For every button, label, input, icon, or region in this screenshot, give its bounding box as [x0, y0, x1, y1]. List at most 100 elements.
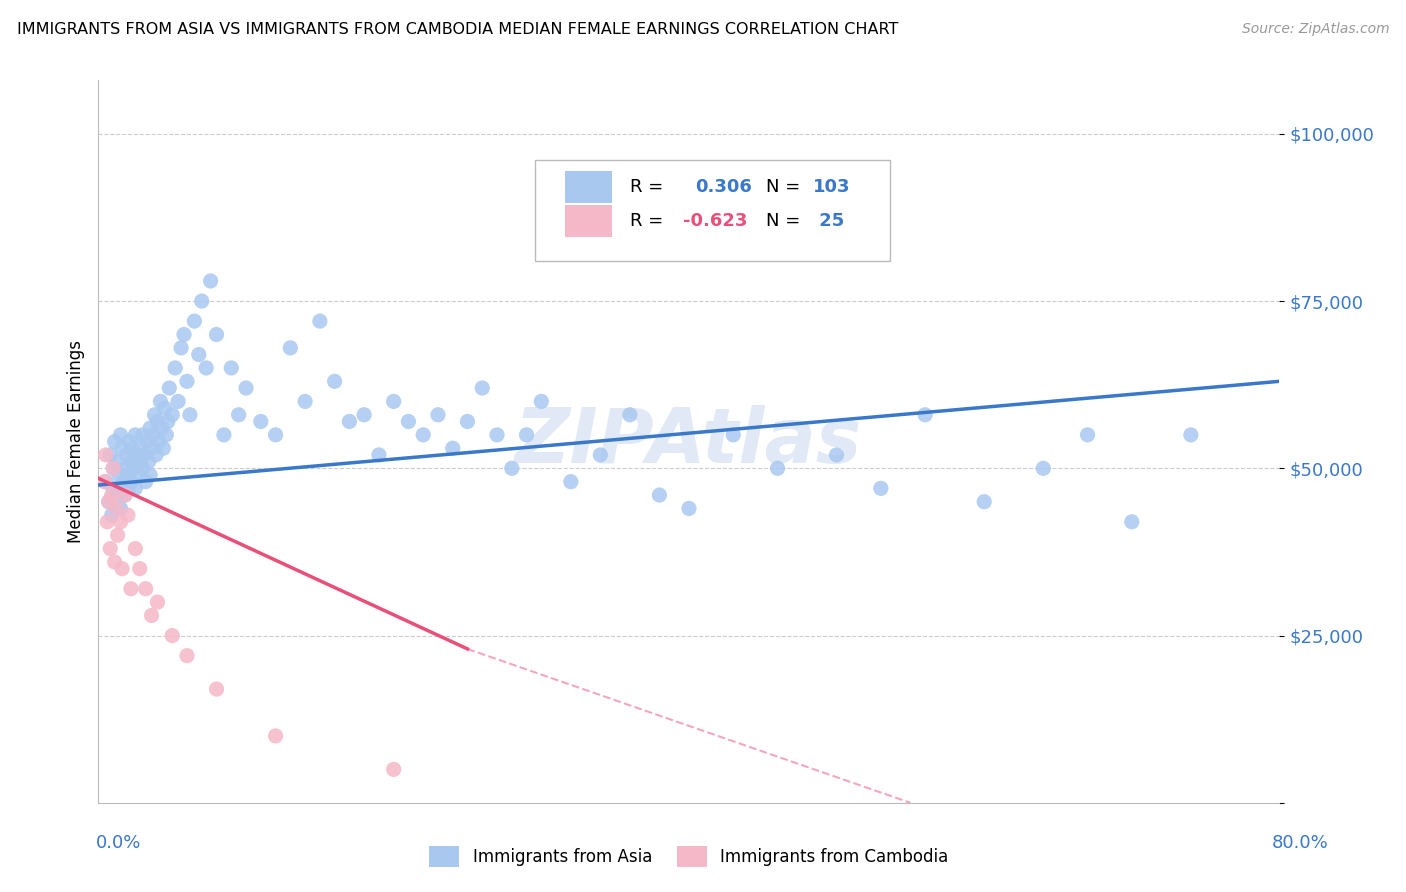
- Point: [183, 314, 205, 328]
- Text: N =: N =: [766, 178, 800, 196]
- Point: [117, 482, 139, 496]
- Point: [93, 475, 115, 489]
- Point: [120, 582, 142, 596]
- Point: [105, 501, 128, 516]
- Point: [97, 494, 120, 508]
- Point: [1077, 427, 1099, 442]
- Point: [723, 427, 745, 442]
- Point: [124, 482, 146, 496]
- Point: [103, 461, 125, 475]
- Point: [128, 562, 150, 576]
- Point: [176, 375, 198, 389]
- Point: [121, 441, 143, 455]
- Point: [110, 501, 132, 516]
- Point: [122, 461, 145, 475]
- Point: [141, 608, 163, 623]
- Point: [156, 414, 179, 428]
- Point: [115, 448, 138, 462]
- Text: -0.623: -0.623: [683, 212, 748, 230]
- Y-axis label: Median Female Earnings: Median Female Earnings: [66, 340, 84, 543]
- Point: [825, 448, 848, 462]
- Point: [205, 681, 228, 696]
- Point: [150, 421, 173, 435]
- Point: [118, 434, 141, 449]
- Point: [382, 394, 405, 409]
- Point: [457, 414, 479, 428]
- Point: [501, 461, 523, 475]
- Point: [96, 515, 118, 529]
- Point: [162, 408, 183, 422]
- Point: [173, 327, 195, 342]
- Point: [94, 448, 117, 462]
- Point: [111, 562, 134, 576]
- Text: 0.306: 0.306: [695, 178, 752, 196]
- Point: [139, 467, 162, 482]
- Point: [153, 401, 176, 416]
- Point: [353, 408, 375, 422]
- Point: [120, 454, 142, 469]
- Point: [103, 461, 125, 475]
- Point: [167, 394, 190, 409]
- Text: 103: 103: [813, 178, 851, 196]
- Point: [179, 408, 201, 422]
- Point: [114, 488, 136, 502]
- Point: [145, 448, 167, 462]
- Point: [264, 729, 287, 743]
- Point: [309, 314, 332, 328]
- Point: [221, 361, 243, 376]
- FancyBboxPatch shape: [536, 160, 890, 260]
- Point: [264, 427, 287, 442]
- FancyBboxPatch shape: [565, 205, 612, 237]
- Point: [97, 494, 120, 508]
- Text: 0.0%: 0.0%: [96, 834, 141, 852]
- Point: [1180, 427, 1202, 442]
- Point: [228, 408, 250, 422]
- Point: [973, 494, 995, 508]
- Point: [117, 508, 139, 523]
- Point: [117, 467, 139, 482]
- Point: [191, 293, 214, 308]
- Point: [98, 448, 121, 462]
- Point: [187, 348, 209, 362]
- Point: [141, 441, 163, 455]
- Point: [648, 488, 671, 502]
- Text: N =: N =: [766, 212, 800, 230]
- Point: [107, 454, 129, 469]
- Point: [398, 414, 420, 428]
- Point: [471, 381, 494, 395]
- Point: [195, 361, 218, 376]
- Point: [870, 482, 893, 496]
- Point: [114, 461, 136, 475]
- Point: [155, 427, 177, 442]
- Point: [766, 461, 789, 475]
- Point: [128, 454, 150, 469]
- Point: [205, 327, 228, 342]
- Point: [441, 441, 464, 455]
- Text: 25: 25: [813, 212, 844, 230]
- Point: [427, 408, 450, 422]
- Text: R =: R =: [630, 178, 669, 196]
- Point: [135, 582, 157, 596]
- Text: Source: ZipAtlas.com: Source: ZipAtlas.com: [1241, 22, 1389, 37]
- Point: [94, 475, 117, 489]
- Point: [124, 541, 146, 556]
- Point: [135, 475, 157, 489]
- Point: [138, 454, 160, 469]
- Text: IMMIGRANTS FROM ASIA VS IMMIGRANTS FROM CAMBODIA MEDIAN FEMALE EARNINGS CORRELAT: IMMIGRANTS FROM ASIA VS IMMIGRANTS FROM …: [17, 22, 898, 37]
- Point: [176, 648, 198, 663]
- Point: [136, 434, 159, 449]
- Point: [132, 427, 155, 442]
- Point: [110, 515, 132, 529]
- Point: [516, 427, 538, 442]
- Point: [530, 394, 553, 409]
- Point: [112, 475, 135, 489]
- Point: [560, 475, 582, 489]
- Point: [165, 361, 187, 376]
- Point: [100, 508, 122, 523]
- Point: [100, 488, 122, 502]
- Point: [412, 427, 434, 442]
- Point: [235, 381, 257, 395]
- Point: [124, 427, 146, 442]
- Point: [143, 408, 166, 422]
- Point: [619, 408, 641, 422]
